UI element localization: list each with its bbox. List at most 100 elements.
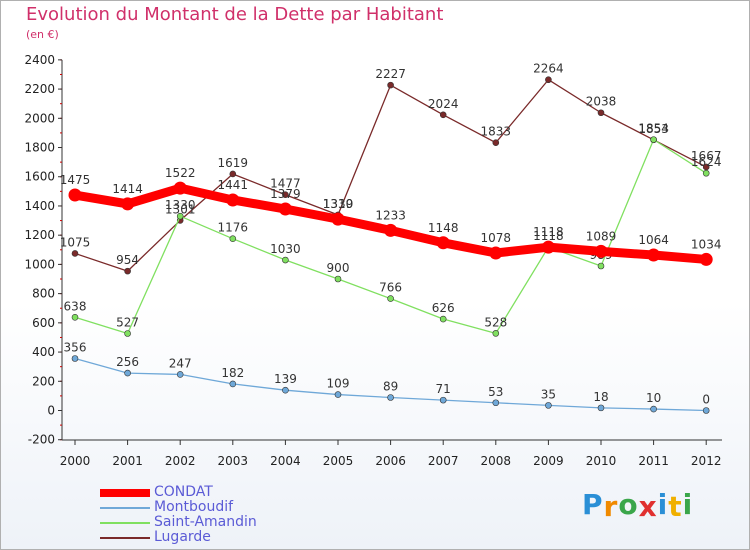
point-condat bbox=[384, 223, 398, 237]
legend-label-lugarde: Lugarde bbox=[154, 529, 211, 545]
data-label-condat: 1089 bbox=[586, 229, 617, 243]
data-label-lugarde: 2264 bbox=[533, 62, 564, 76]
point-montboudif bbox=[124, 369, 131, 377]
point-lugarde bbox=[597, 109, 605, 117]
data-label-condat: 1475 bbox=[60, 173, 91, 187]
legend-item-montboudif: Montboudif bbox=[100, 500, 257, 515]
data-label-saint-amandin: 900 bbox=[327, 261, 350, 275]
x-tick-label: 2012 bbox=[691, 454, 722, 468]
legend-label-montboudif: Montboudif bbox=[154, 499, 234, 515]
y-tick-label: -200 bbox=[28, 433, 55, 447]
point-lugarde bbox=[387, 81, 394, 89]
legend-swatch-saint-amandin bbox=[100, 521, 150, 524]
point-montboudif bbox=[229, 380, 237, 388]
point-saint-amandin bbox=[702, 169, 710, 177]
data-label-lugarde: 2024 bbox=[428, 97, 459, 111]
data-label-montboudif: 109 bbox=[327, 377, 350, 391]
data-label-montboudif: 0 bbox=[702, 393, 710, 407]
data-label-lugarde: 1833 bbox=[481, 125, 512, 139]
y-tick-label: 2400 bbox=[24, 53, 55, 67]
point-montboudif bbox=[492, 399, 500, 407]
x-tick-label: 2010 bbox=[586, 454, 617, 468]
x-tick-label: 2002 bbox=[165, 454, 196, 468]
point-montboudif bbox=[334, 391, 342, 398]
data-label-montboudif: 89 bbox=[383, 379, 398, 393]
x-tick-label: 2006 bbox=[375, 454, 406, 468]
logo-letter: i bbox=[657, 488, 669, 521]
point-condat bbox=[331, 212, 345, 226]
data-label-montboudif: 182 bbox=[221, 366, 244, 380]
point-montboudif bbox=[650, 405, 657, 413]
legend: CONDAT Montboudif Saint-Amandin Lugarde bbox=[100, 485, 257, 545]
point-condat bbox=[436, 236, 450, 250]
y-tick-label: 1600 bbox=[24, 170, 55, 184]
point-saint-amandin bbox=[439, 315, 447, 323]
data-label-condat: 1441 bbox=[218, 178, 249, 192]
data-label-condat: 1379 bbox=[270, 187, 301, 201]
legend-swatch-lugarde bbox=[100, 536, 150, 539]
legend-item-saint-amandin: Saint-Amandin bbox=[100, 515, 257, 530]
point-saint-amandin bbox=[492, 330, 500, 337]
point-saint-amandin bbox=[176, 212, 184, 220]
data-label-montboudif: 18 bbox=[593, 390, 608, 404]
logo-letter: o bbox=[618, 488, 639, 521]
point-saint-amandin bbox=[124, 330, 131, 337]
data-label-condat: 1118 bbox=[533, 225, 564, 239]
point-condat bbox=[226, 193, 240, 207]
data-label-condat: 1034 bbox=[691, 237, 722, 251]
point-saint-amandin bbox=[282, 256, 289, 264]
y-tick-label: 1000 bbox=[24, 257, 55, 271]
x-tick-label: 2003 bbox=[218, 454, 249, 468]
point-saint-amandin bbox=[71, 313, 79, 321]
point-lugarde bbox=[545, 76, 552, 84]
data-label-montboudif: 71 bbox=[436, 382, 451, 396]
point-lugarde bbox=[282, 191, 289, 199]
point-condat bbox=[647, 248, 661, 262]
y-tick-label: 400 bbox=[32, 345, 55, 359]
point-saint-amandin bbox=[387, 295, 394, 302]
point-condat bbox=[699, 252, 713, 266]
y-tick-label: 1800 bbox=[24, 141, 55, 155]
data-label-saint-amandin: 1330 bbox=[165, 198, 196, 212]
data-label-saint-amandin: 1118 bbox=[533, 229, 564, 243]
y-tick-label: 800 bbox=[32, 287, 55, 301]
point-condat bbox=[489, 246, 503, 260]
point-montboudif bbox=[545, 402, 552, 409]
legend-item-condat: CONDAT bbox=[100, 485, 257, 500]
x-tick-label: 2008 bbox=[481, 454, 512, 468]
data-label-saint-amandin: 638 bbox=[64, 299, 87, 313]
chart-subtitle: (en €) bbox=[26, 28, 59, 41]
data-label-lugarde: 1301 bbox=[165, 202, 196, 216]
y-tick-label: 1400 bbox=[24, 199, 55, 213]
data-label-lugarde: 1853 bbox=[638, 122, 669, 136]
data-label-saint-amandin: 626 bbox=[432, 301, 455, 315]
legend-swatch-montboudif bbox=[100, 506, 150, 509]
data-label-condat: 1310 bbox=[323, 197, 354, 211]
proxiti-logo: Proxiti bbox=[582, 488, 694, 523]
point-saint-amandin bbox=[229, 235, 237, 242]
point-montboudif bbox=[439, 396, 447, 404]
x-tick-label: 2005 bbox=[323, 454, 354, 468]
data-label-saint-amandin: 527 bbox=[116, 316, 139, 330]
legend-label-saint-amandin: Saint-Amandin bbox=[154, 514, 257, 530]
chart-title: Evolution du Montant de la Dette par Hab… bbox=[26, 4, 444, 25]
point-saint-amandin bbox=[650, 136, 657, 143]
data-label-saint-amandin: 528 bbox=[484, 315, 507, 329]
point-condat bbox=[594, 244, 608, 258]
legend-label-condat: CONDAT bbox=[154, 484, 213, 500]
point-condat bbox=[173, 181, 187, 195]
point-lugarde bbox=[124, 267, 131, 275]
logo-letter: i bbox=[682, 488, 694, 521]
point-montboudif bbox=[176, 371, 184, 378]
data-label-montboudif: 356 bbox=[64, 340, 87, 354]
logo-letter: x bbox=[638, 490, 658, 523]
data-label-condat: 1414 bbox=[112, 182, 143, 196]
data-label-saint-amandin: 1854 bbox=[638, 122, 669, 136]
y-tick-label: 1200 bbox=[24, 228, 55, 242]
x-tick-label: 2001 bbox=[112, 454, 143, 468]
data-label-condat: 1522 bbox=[165, 166, 196, 180]
data-label-saint-amandin: 766 bbox=[379, 281, 402, 295]
y-tick-label: 600 bbox=[32, 316, 55, 330]
point-saint-amandin bbox=[334, 275, 342, 283]
data-label-lugarde: 2038 bbox=[586, 95, 617, 109]
